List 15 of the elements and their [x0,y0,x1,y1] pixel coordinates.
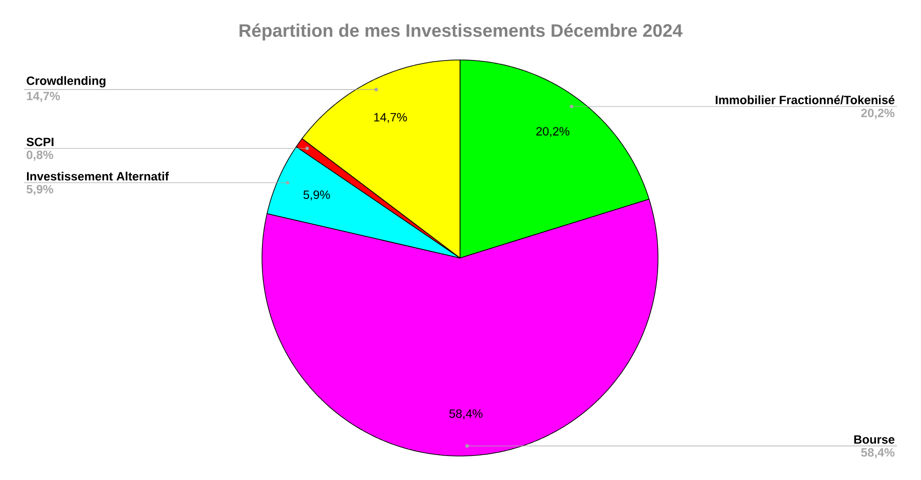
slice-label: SCPI [26,138,54,146]
slice-label: Crowdlending [26,76,106,88]
data-label: 0,8% [26,150,54,161]
data-label: 20,2% [536,127,570,137]
text: 58,4% [861,448,894,458]
text: 5,9% [26,184,54,196]
slice-label: Immobilier Fractionné/Tokenisé [716,95,894,104]
slice-label: Bourse [854,435,894,444]
text: 20,2% [861,108,894,119]
data-label: 14,7% [374,113,407,123]
chart-title: Répartition de mes Investissements Décembre 2024 [240,24,682,40]
slice-label: Investissement Alternatif [27,172,169,181]
data-label: 58,4% [449,409,482,420]
text: 14,7% [26,92,60,102]
data-label: 5,9% [303,190,330,200]
